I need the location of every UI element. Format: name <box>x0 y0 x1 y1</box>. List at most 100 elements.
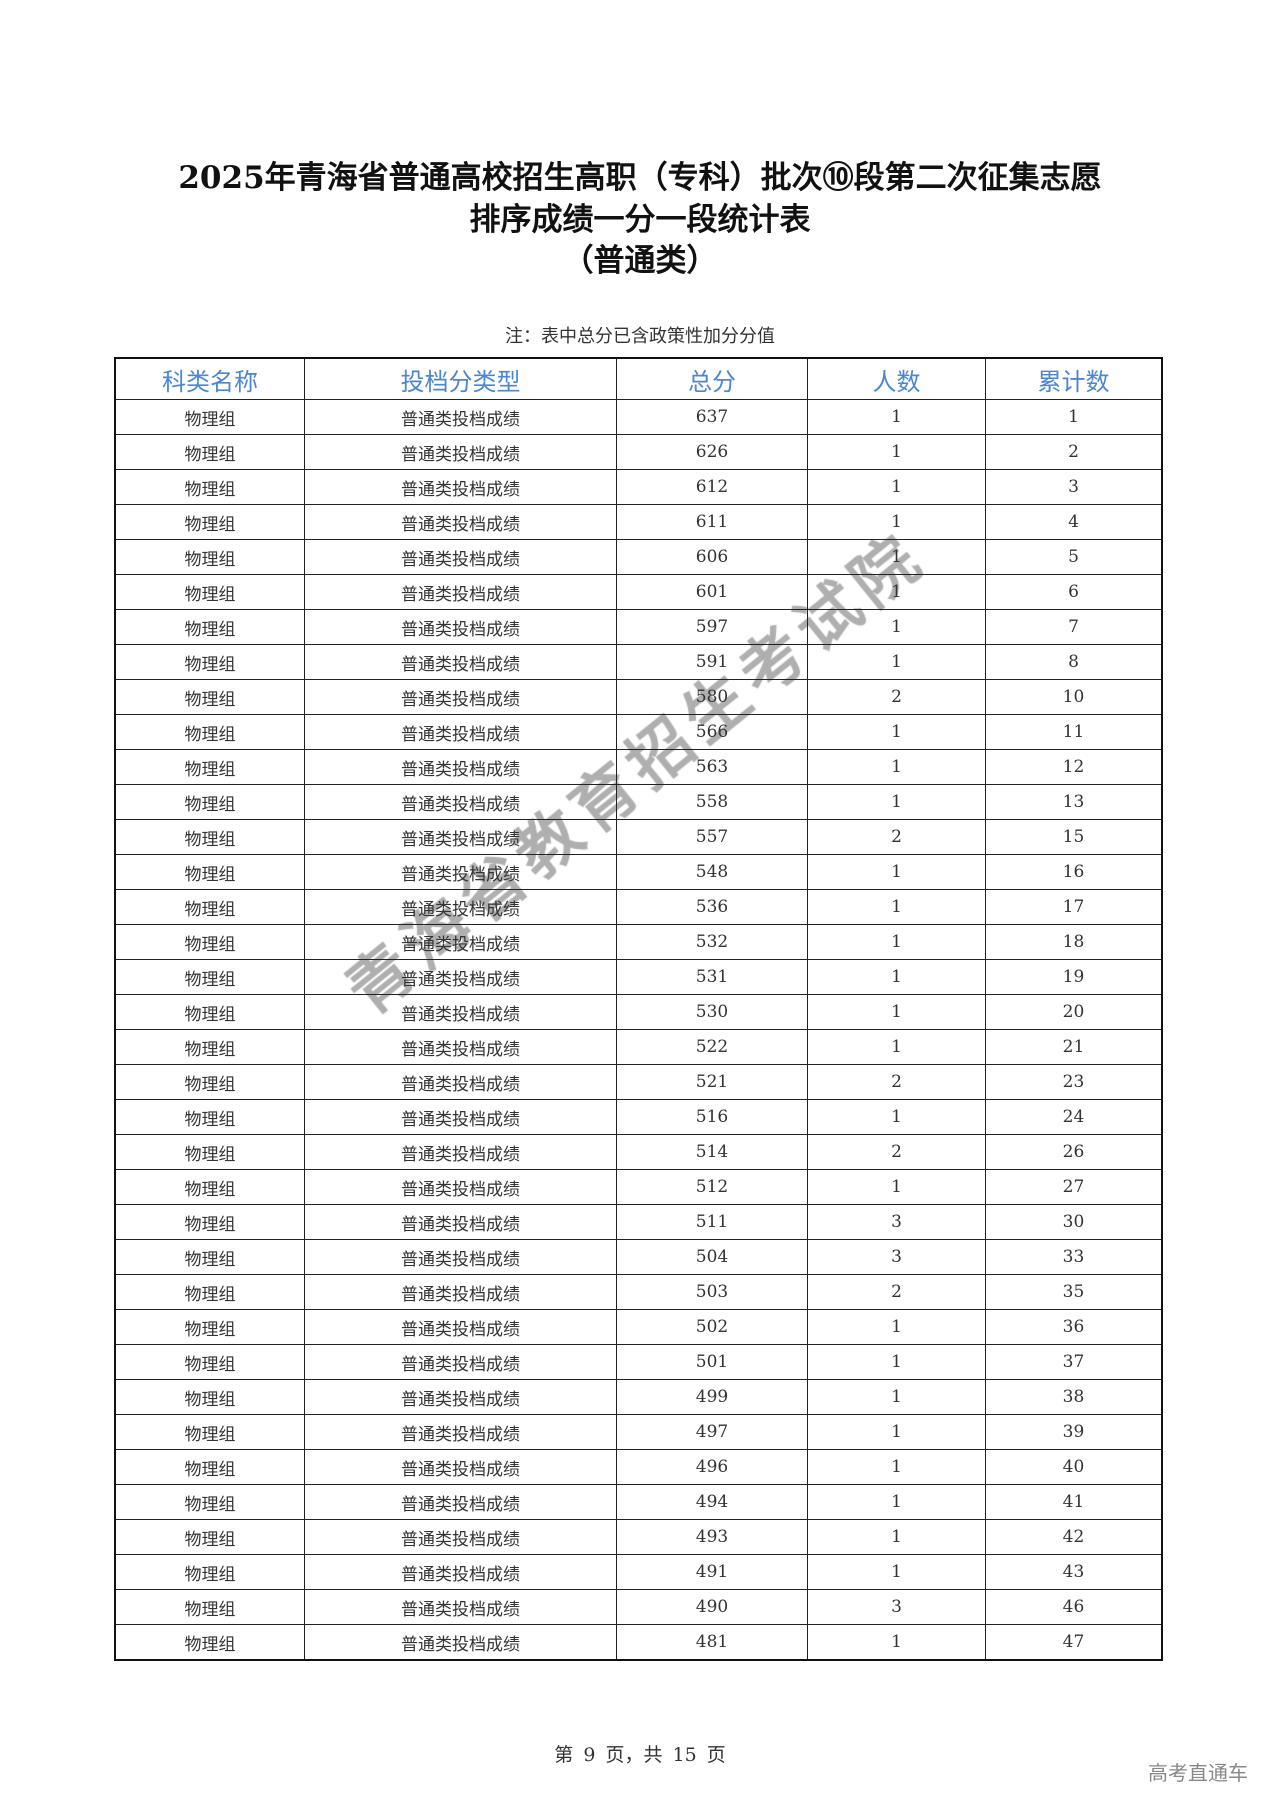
table-row: 物理组 普通类投档成绩 522 1 21 <box>114 1029 1163 1065</box>
table-row: 物理组 普通类投档成绩 611 1 4 <box>114 504 1163 540</box>
table-cell: 物理组 <box>114 1274 305 1310</box>
document-category: （普通类） <box>562 243 718 279</box>
table-cell: 物理组 <box>114 924 305 960</box>
table-cell: 2 <box>984 434 1163 470</box>
table-cell: 1 <box>806 539 986 575</box>
table-cell: 3 <box>806 1204 986 1240</box>
table-cell: 普通类投档成绩 <box>303 1379 618 1415</box>
table-cell: 20 <box>984 994 1163 1030</box>
table-cell: 531 <box>616 959 808 995</box>
table-row: 物理组 普通类投档成绩 531 1 19 <box>114 959 1163 995</box>
column-header: 总分 <box>616 357 808 400</box>
table-cell: 普通类投档成绩 <box>303 1519 618 1555</box>
table-cell: 普通类投档成绩 <box>303 469 618 505</box>
score-distribution-table: 科类名称 投档分类型 总分 人数 累计数 物理组 普通类投档成绩 637 1 1 物理组普… <box>114 357 1163 1661</box>
table-cell: 物理组 <box>114 1099 305 1135</box>
table-cell: 41 <box>984 1484 1163 1520</box>
table-cell: 19 <box>984 959 1163 995</box>
table-cell: 626 <box>616 434 808 470</box>
column-header: 人数 <box>806 357 986 400</box>
table-cell: 2 <box>806 679 986 715</box>
table-cell: 24 <box>984 1099 1163 1135</box>
table-cell: 2 <box>806 1134 986 1170</box>
table-cell: 566 <box>616 714 808 750</box>
table-cell: 30 <box>984 1204 1163 1240</box>
table-cell: 1 <box>806 504 986 540</box>
table-cell: 普通类投档成绩 <box>303 644 618 680</box>
table-cell: 普通类投档成绩 <box>303 1344 618 1380</box>
table-cell: 物理组 <box>114 504 305 540</box>
table-row: 物理组 普通类投档成绩 514 2 26 <box>114 1134 1163 1170</box>
table-cell: 1 <box>806 714 986 750</box>
table-cell: 597 <box>616 609 808 645</box>
table-cell: 1 <box>806 854 986 890</box>
table-cell: 物理组 <box>114 994 305 1030</box>
table-row: 物理组 普通类投档成绩 591 1 8 <box>114 644 1163 680</box>
table-cell: 物理组 <box>114 1414 305 1450</box>
table-cell: 物理组 <box>114 1134 305 1170</box>
table-row: 物理组 普通类投档成绩 530 1 20 <box>114 994 1163 1030</box>
table-row: 物理组 普通类投档成绩 532 1 18 <box>114 924 1163 960</box>
table-cell: 物理组 <box>114 784 305 820</box>
table-row: 物理组 普通类投档成绩 481 1 47 <box>114 1624 1163 1661</box>
table-cell: 1 <box>806 1099 986 1135</box>
table-cell: 5 <box>984 539 1163 575</box>
table-cell: 580 <box>616 679 808 715</box>
table-row: 物理组 普通类投档成绩 504 3 33 <box>114 1239 1163 1275</box>
table-cell: 481 <box>616 1624 808 1661</box>
table-row: 物理组 普通类投档成绩 499 1 38 <box>114 1379 1163 1415</box>
table-cell: 物理组 <box>114 889 305 925</box>
table-cell: 38 <box>984 1379 1163 1415</box>
table-cell: 511 <box>616 1204 808 1240</box>
table-cell: 522 <box>616 1029 808 1065</box>
table-row: 物理组 普通类投档成绩 558 1 13 <box>114 784 1163 820</box>
table-cell: 1 <box>806 469 986 505</box>
table-cell: 33 <box>984 1239 1163 1275</box>
table-cell: 普通类投档成绩 <box>303 574 618 610</box>
table-row: 物理组 普通类投档成绩 563 1 12 <box>114 749 1163 785</box>
table-cell: 637 <box>616 399 808 435</box>
table-cell: 物理组 <box>114 434 305 470</box>
table-row: 物理组 普通类投档成绩 606 1 5 <box>114 539 1163 575</box>
table-cell: 物理组 <box>114 1379 305 1415</box>
table-cell: 601 <box>616 574 808 610</box>
table-cell: 2 <box>806 1274 986 1310</box>
table-cell: 26 <box>984 1134 1163 1170</box>
table-cell: 8 <box>984 644 1163 680</box>
table-cell: 物理组 <box>114 854 305 890</box>
table-cell: 普通类投档成绩 <box>303 889 618 925</box>
table-cell: 491 <box>616 1554 808 1590</box>
table-row: 物理组 普通类投档成绩 557 2 15 <box>114 819 1163 855</box>
table-cell: 物理组 <box>114 1554 305 1590</box>
table-row: 物理组 普通类投档成绩 491 1 43 <box>114 1554 1163 1590</box>
table-cell: 普通类投档成绩 <box>303 1449 618 1485</box>
table-cell: 12 <box>984 749 1163 785</box>
table-cell: 物理组 <box>114 819 305 855</box>
table-cell: 物理组 <box>114 539 305 575</box>
table-cell: 7 <box>984 609 1163 645</box>
table-cell: 490 <box>616 1589 808 1625</box>
table-cell: 548 <box>616 854 808 890</box>
table-cell: 3 <box>806 1239 986 1275</box>
table-note: 注：表中总分已含政策性加分分值 <box>505 326 775 347</box>
table-cell: 46 <box>984 1589 1163 1625</box>
table-cell: 1 <box>806 1484 986 1520</box>
table-cell: 1 <box>806 784 986 820</box>
table-cell: 591 <box>616 644 808 680</box>
table-cell: 521 <box>616 1064 808 1100</box>
table-row: 物理组 普通类投档成绩 637 1 1 <box>114 399 1163 435</box>
table-cell: 2 <box>806 1064 986 1100</box>
table-cell: 15 <box>984 819 1163 855</box>
table-cell: 16 <box>984 854 1163 890</box>
table-cell: 39 <box>984 1414 1163 1450</box>
table-cell: 1 <box>806 959 986 995</box>
table-cell: 558 <box>616 784 808 820</box>
table-cell: 普通类投档成绩 <box>303 1134 618 1170</box>
table-cell: 普通类投档成绩 <box>303 1554 618 1590</box>
table-cell: 1 <box>806 644 986 680</box>
table-cell: 499 <box>616 1379 808 1415</box>
table-row: 物理组 普通类投档成绩 566 1 11 <box>114 714 1163 750</box>
table-row: 物理组 普通类投档成绩 497 1 39 <box>114 1414 1163 1450</box>
table-cell: 物理组 <box>114 574 305 610</box>
table-cell: 1 <box>984 399 1163 435</box>
